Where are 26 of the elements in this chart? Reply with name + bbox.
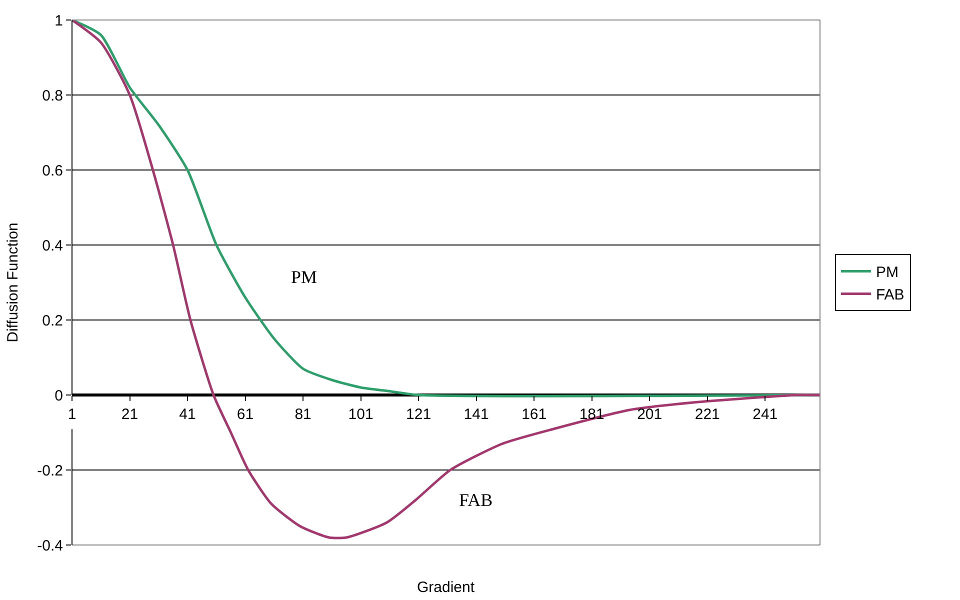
y-tick-label: 1 — [54, 12, 63, 30]
x-tick-label: 41 — [179, 406, 196, 423]
x-tick-label: 101 — [348, 406, 374, 423]
x-tick-label: 61 — [236, 406, 254, 423]
y-tick-label: 0.4 — [42, 237, 63, 254]
x-axis-title: Gradient — [417, 579, 476, 596]
y-tick-label: 0.8 — [42, 87, 63, 104]
annotation: PM — [291, 267, 318, 287]
annotation: FAB — [459, 490, 493, 510]
y-tick-label: 0.2 — [42, 312, 63, 330]
x-tick-label: 241 — [752, 406, 778, 423]
y-axis-title: Diffusion Function — [4, 222, 22, 342]
x-tick-label: 161 — [522, 406, 547, 423]
x-tick-label: 141 — [464, 406, 489, 423]
legend-label: PM — [876, 264, 898, 282]
legend-label: FAB — [876, 286, 904, 304]
x-tick-label: 221 — [694, 406, 720, 423]
x-tick-label: 81 — [294, 406, 312, 423]
x-tick-label: 201 — [637, 406, 662, 423]
x-tick-label: 121 — [406, 406, 432, 423]
x-tick-label: 1 — [68, 406, 76, 423]
y-tick-label: -0.4 — [37, 537, 63, 554]
y-tick-label: -0.2 — [37, 462, 63, 480]
y-tick-label: 0.6 — [42, 162, 63, 180]
y-tick-label: 0 — [54, 387, 63, 404]
x-tick-label: 21 — [121, 406, 138, 423]
